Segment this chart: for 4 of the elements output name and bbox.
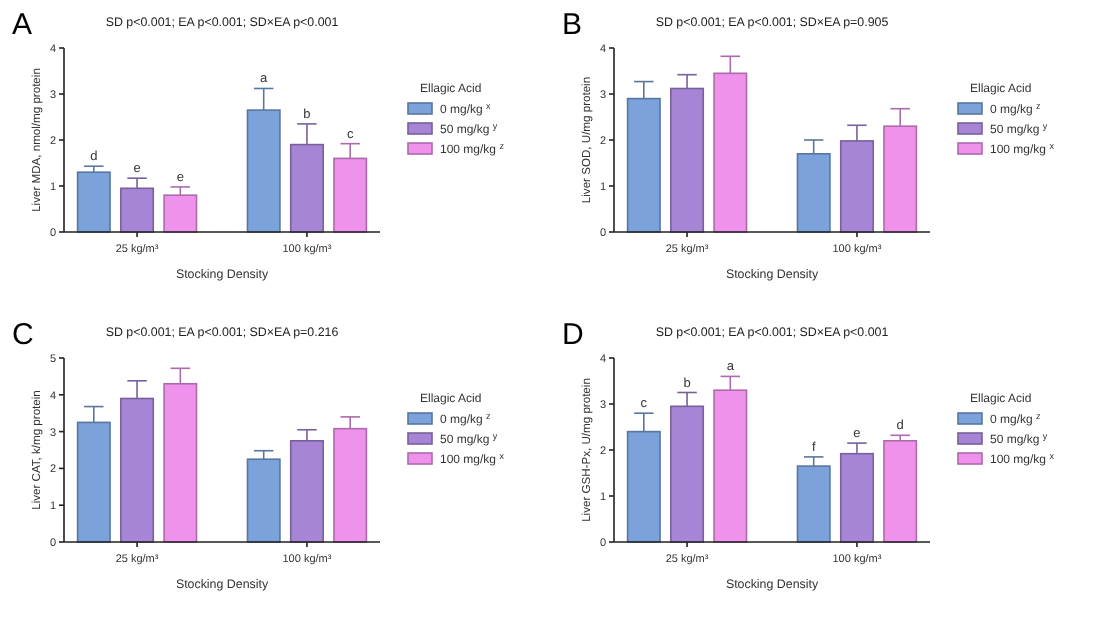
text: D [562, 318, 584, 352]
text: C [12, 318, 34, 352]
text: A [12, 8, 33, 42]
text: B [562, 8, 583, 42]
